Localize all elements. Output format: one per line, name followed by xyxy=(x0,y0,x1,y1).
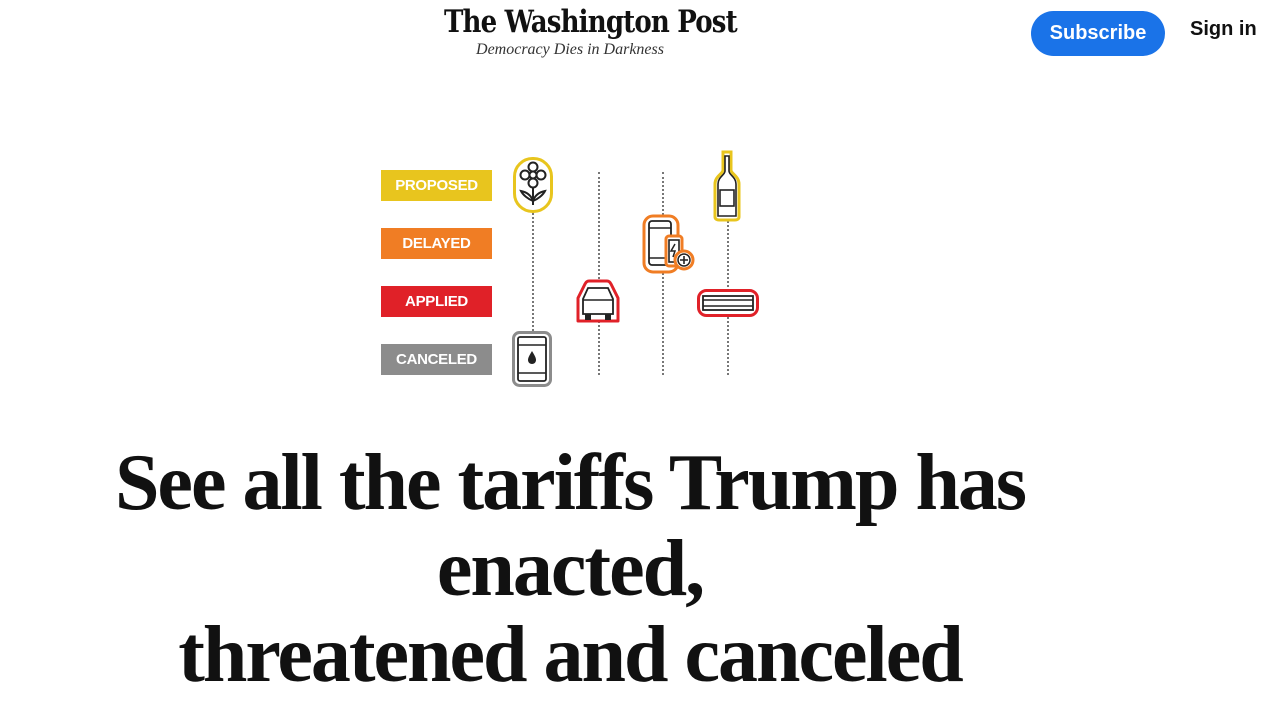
subscribe-button[interactable]: Subscribe xyxy=(1031,11,1165,56)
headline-line-1: See all the tariffs Trump has enacted, xyxy=(114,439,1027,613)
status-label-applied: APPLIED xyxy=(381,286,492,317)
steel-beam-icon xyxy=(697,289,759,317)
headline-line-2: threatened and canceled xyxy=(178,611,964,699)
flower-icon xyxy=(513,157,553,213)
wine-bottle-icon xyxy=(713,150,741,222)
washington-post-logo[interactable]: The Washington Post xyxy=(444,4,738,40)
oil-barrel-icon xyxy=(512,331,552,387)
article-headline[interactable]: See all the tariffs Trump has enacted, t… xyxy=(0,440,1140,698)
timeline-lane xyxy=(532,205,534,335)
sign-in-link[interactable]: Sign in xyxy=(1190,18,1257,40)
status-label-canceled: CANCELED xyxy=(381,344,492,375)
status-label-delayed: DELAYED xyxy=(381,228,492,259)
status-label-proposed: PROPOSED xyxy=(381,170,492,201)
tagline: Democracy Dies in Darkness xyxy=(476,41,664,58)
car-icon xyxy=(576,279,620,323)
phone-battery-icon xyxy=(642,214,695,274)
masthead: The Washington Post Democracy Dies in Da… xyxy=(420,2,738,59)
timeline-lane xyxy=(598,172,600,375)
